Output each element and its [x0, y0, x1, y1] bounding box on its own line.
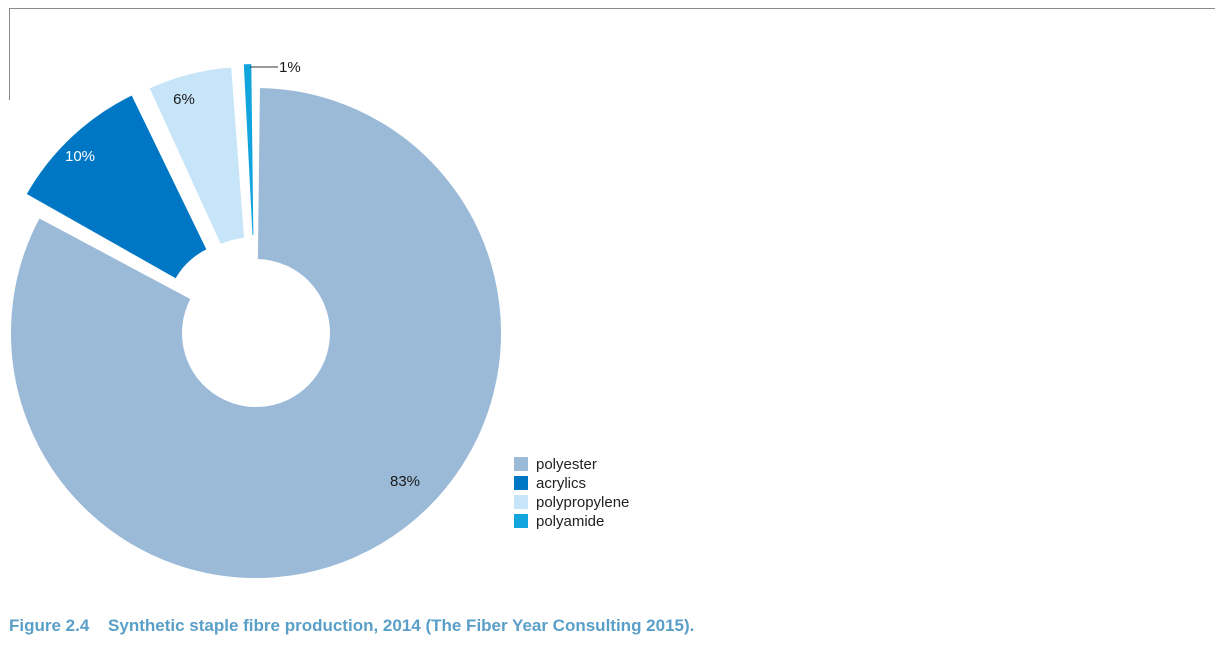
slice-polyamide [241, 62, 256, 238]
chart-slice-labels: 83% 10% 6% 1% [65, 59, 420, 490]
slice-acrylics [24, 92, 210, 281]
chart-slices [9, 62, 503, 580]
legend-swatch-polyamide [514, 514, 528, 528]
legend-swatch-acrylics [514, 476, 528, 490]
legend-swatch-polypropylene [514, 495, 528, 509]
slice-polyester [9, 86, 503, 580]
figure-number: Figure 2.4 [9, 616, 90, 635]
legend-swatch-polyester [514, 457, 528, 471]
figure-caption: Figure 2.4 Synthetic staple fibre produc… [9, 616, 694, 636]
slice-label-polyamide: 1% [279, 59, 301, 76]
slice-label-polypropylene: 6% [173, 91, 195, 108]
donut-chart: 83% 10% 6% 1% polyester acrylics polypropylen… [9, 59, 629, 580]
slice-label-acrylics: 10% [65, 148, 95, 165]
figure-caption-text: Synthetic staple fibre production, 2014 … [108, 616, 695, 635]
legend-label-polypropylene: polypropylene [536, 494, 629, 511]
frame-left-rule [9, 8, 10, 100]
frame-top-rule [9, 8, 1215, 9]
legend-label-polyester: polyester [536, 456, 597, 473]
legend-label-acrylics: acrylics [536, 475, 586, 492]
chart-legend: polyester acrylics polypropylene polyamide [514, 456, 629, 530]
slice-polypropylene [147, 65, 247, 247]
legend-label-polyamide: polyamide [536, 513, 604, 530]
slice-label-polyester: 83% [390, 473, 420, 490]
